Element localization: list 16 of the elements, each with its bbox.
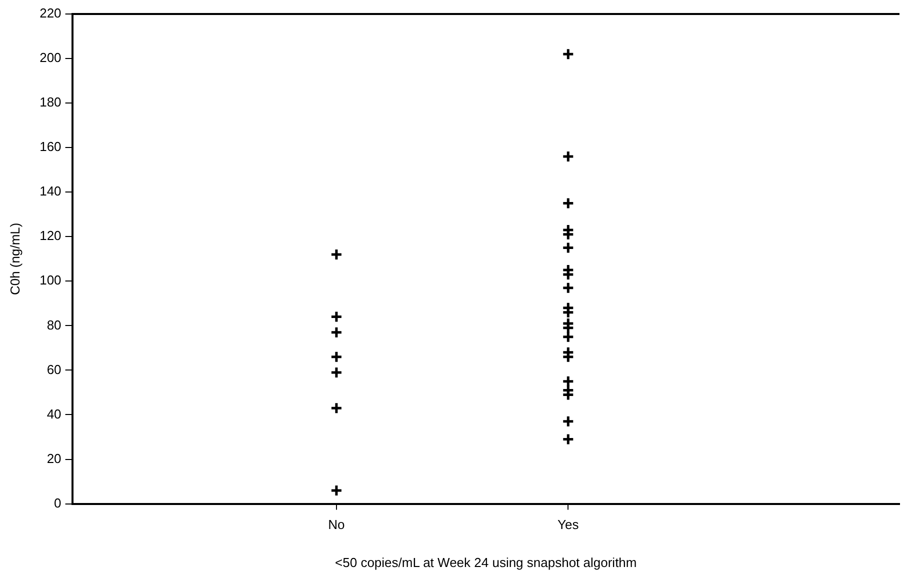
y-tick-label: 200 bbox=[40, 50, 62, 66]
y-tick-label: 40 bbox=[46, 406, 62, 422]
y-tick-label: 160 bbox=[40, 139, 62, 154]
y-tick-label: 60 bbox=[46, 362, 62, 377]
y-axis-title: C0h (ng/mL) bbox=[7, 222, 22, 296]
y-tick-label: 100 bbox=[40, 272, 62, 288]
x-axis-title: <50 copies/mL at Week 24 using snapshot algorithm bbox=[335, 554, 637, 570]
y-tick-label: 0 bbox=[54, 495, 62, 510]
x-tick-label: Yes bbox=[558, 517, 580, 532]
y-tick-label: 140 bbox=[40, 184, 62, 199]
y-tick-label: 180 bbox=[40, 94, 62, 110]
y-tick-label: 20 bbox=[46, 450, 62, 466]
y-tick-label: 80 bbox=[46, 317, 62, 332]
y-tick-label: 220 bbox=[40, 6, 62, 21]
x-tick-label: No bbox=[328, 517, 345, 532]
y-tick-label: 120 bbox=[40, 228, 62, 244]
